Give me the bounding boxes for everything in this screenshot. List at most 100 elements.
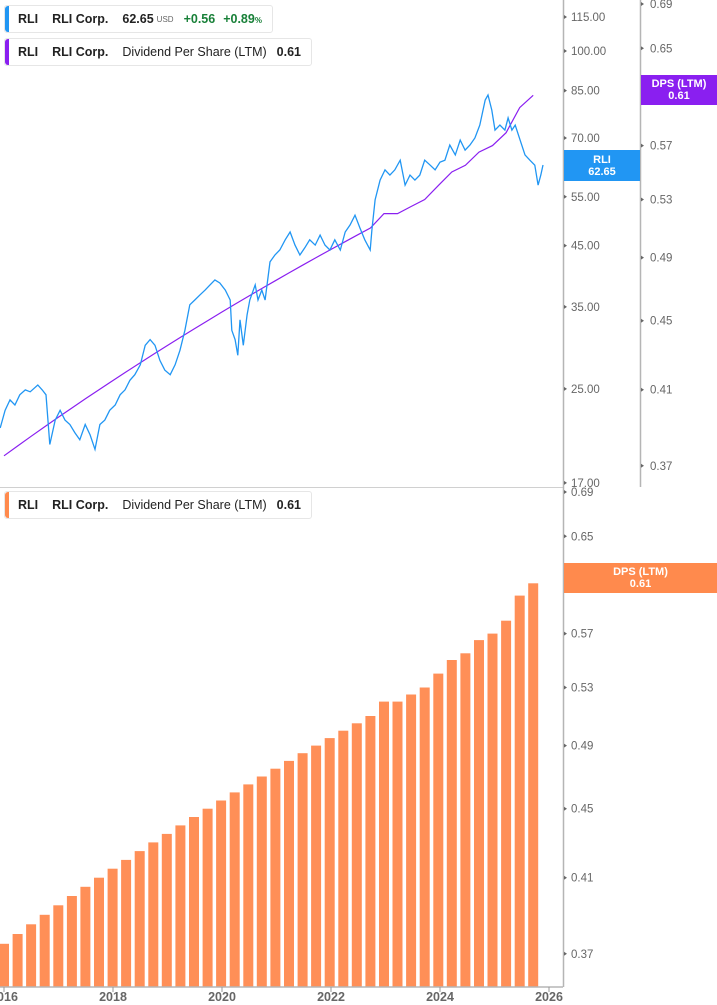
dps-bar [433, 673, 444, 987]
legend-ticker: RLI [18, 498, 39, 512]
dps-bar [121, 859, 132, 987]
price-axis-label: 70.00 [571, 133, 600, 145]
legend-metric: Dividend Per Share (LTM) [122, 45, 267, 59]
tick-mark [641, 387, 644, 392]
dps-bar [487, 633, 498, 987]
x-axis-label: 2020 [208, 990, 236, 1004]
tick-mark [641, 463, 644, 468]
dps-bar [297, 753, 308, 987]
dps-color-swatch [5, 39, 9, 65]
tick-mark [564, 386, 567, 391]
legend-company: RLI Corp. [52, 45, 109, 59]
dps-bar [0, 943, 9, 987]
legend-ticker: RLI [18, 45, 39, 59]
tick-mark [564, 243, 567, 248]
dps-bar [270, 768, 281, 987]
dps-bar [351, 723, 362, 987]
dps-bar [460, 653, 471, 987]
dps-axis-label-top: 0.41 [650, 385, 672, 397]
change-pct-value: +0.89 [223, 12, 255, 26]
tick-mark [564, 135, 567, 140]
tick-mark [564, 743, 567, 748]
tick-mark [564, 15, 567, 19]
tick-mark [564, 480, 567, 485]
dps-bar [39, 914, 50, 987]
tick-mark [564, 88, 567, 93]
tick-mark [641, 255, 644, 260]
tick-mark [641, 318, 644, 323]
dps-bar [189, 817, 199, 987]
dps-legend-bottom[interactable]: RLI RLI Corp. Dividend Per Share (LTM) 0… [4, 491, 312, 519]
price-axis-label: 55.00 [571, 192, 600, 204]
price-legend[interactable]: RLI RLI Corp. 62.65 USD +0.56 +0.89% [4, 5, 273, 33]
dps-axis-label-top: 0.45 [650, 316, 672, 328]
dps-bar [53, 905, 64, 987]
tick-mark [564, 631, 567, 636]
price-line-series [0, 93, 544, 452]
x-axis-label: 2016 [0, 990, 18, 1004]
dps-bars [0, 583, 539, 987]
pct-sign: % [254, 16, 262, 25]
tick-mark [564, 304, 567, 309]
dps-bar [107, 868, 118, 987]
dps-bar [338, 730, 349, 987]
dps-axis-label-top: 0.65 [650, 43, 672, 55]
tag-label: RLI [593, 153, 611, 166]
x-axis-label: 2026 [535, 990, 563, 1004]
price-axis-label: 17.00 [571, 478, 600, 490]
dps-bar [311, 745, 322, 987]
legend-change: +0.56 [183, 12, 216, 26]
dps-bar [80, 886, 91, 987]
tag-label: DPS (LTM) [651, 78, 707, 90]
dps-bar [406, 694, 417, 987]
tick-mark [564, 806, 567, 811]
dps-bar [94, 877, 104, 987]
legend-currency: USD [156, 14, 174, 24]
dps-axis-label-top: 0.53 [650, 194, 672, 206]
price-axis-label: 25.00 [571, 384, 600, 396]
price-color-swatch [5, 6, 9, 32]
tick-mark [641, 143, 644, 148]
dps-bar [161, 833, 172, 987]
dps-bar [243, 784, 254, 987]
legend-value: 0.61 [276, 45, 301, 59]
tick-mark [641, 2, 644, 6]
dps-axis-label-bottom: 0.37 [571, 949, 593, 961]
dps-bar [202, 808, 213, 987]
dps-line-series [3, 94, 534, 457]
dps-axis-label-bottom: 0.65 [571, 531, 593, 543]
dps-bar [66, 896, 77, 987]
price-axis-label: 100.00 [571, 46, 606, 58]
x-axis-label: 2018 [99, 990, 127, 1004]
price-axis-label: 115.00 [571, 12, 605, 24]
tick-mark [564, 49, 567, 54]
legend-company: RLI Corp. [52, 498, 109, 512]
dps-bar [229, 792, 240, 987]
dps-bar [324, 738, 335, 987]
tick-mark [641, 46, 644, 51]
tag-label: DPS (LTM) [613, 566, 668, 578]
dps-bar [446, 660, 457, 987]
dps-last-value-tag-bottom: DPS (LTM) 0.61 [564, 563, 717, 593]
dps-bar [175, 825, 186, 987]
dps-axis-label-bottom: 0.53 [571, 682, 593, 694]
dps-bar [392, 701, 403, 987]
dps-bar-color-swatch [5, 492, 9, 518]
dps-axis-label-top: 0.57 [650, 141, 672, 153]
dps-axis-label-bottom: 0.41 [571, 873, 593, 885]
tick-mark [564, 490, 567, 494]
dps-axis-label-top: 0.37 [650, 461, 672, 473]
dps-axis-label-top: 0.69 [650, 0, 672, 11]
dps-bar [284, 760, 294, 987]
price-axis-label: 45.00 [571, 241, 600, 253]
dps-axis-label-top: 0.49 [650, 253, 672, 265]
legend-value: 0.61 [276, 498, 301, 512]
dps-bar [379, 701, 389, 987]
dps-bar [419, 687, 430, 987]
dps-bar [134, 851, 145, 987]
dps-legend-top[interactable]: RLI RLI Corp. Dividend Per Share (LTM) 0… [4, 38, 312, 66]
dps-bar [26, 924, 37, 987]
legend-price: 62.65 [122, 12, 154, 26]
legend-ticker: RLI [18, 12, 39, 26]
